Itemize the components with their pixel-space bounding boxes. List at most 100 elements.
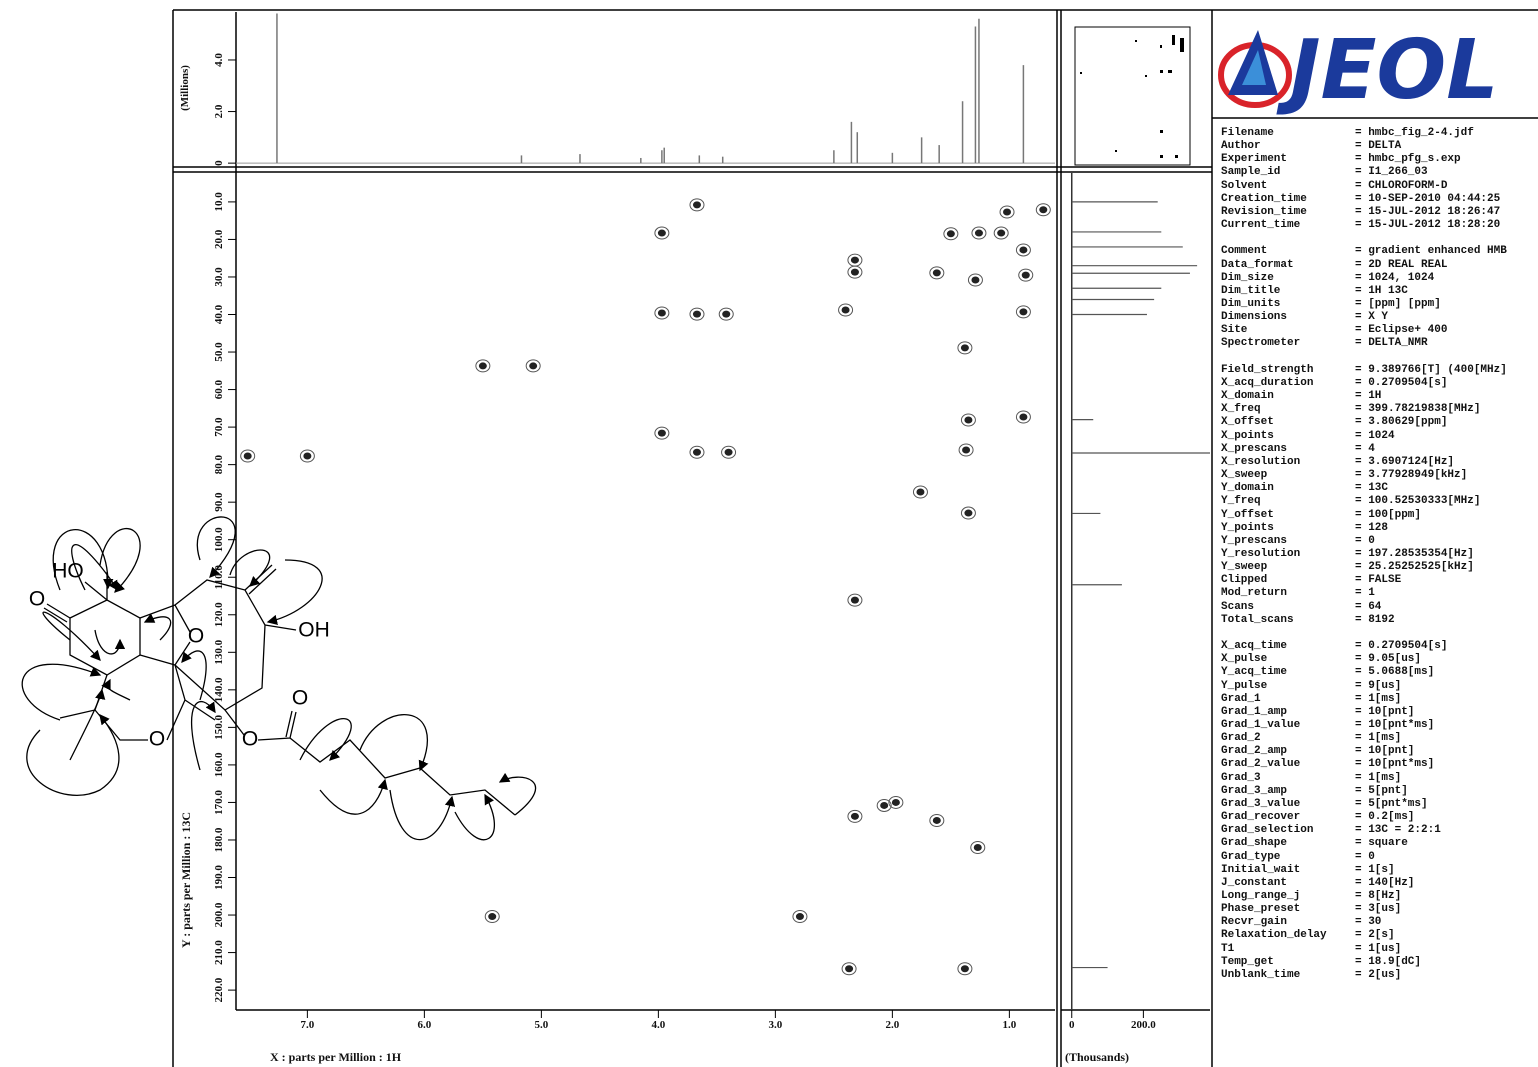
parameter-value: = hmbc_pfg_s.exp <box>1355 153 1461 166</box>
parameter-row: X_resolution = 3.6907124[Hz] <box>1221 456 1538 469</box>
x-axis-label: X : parts per Million : 1H <box>270 1050 402 1064</box>
parameter-value: = 18.9[dC] <box>1355 955 1422 968</box>
contour <box>970 840 986 854</box>
contour <box>929 813 945 827</box>
contour-core <box>722 310 731 318</box>
y-tick-label: 140.0 <box>213 677 225 702</box>
parameter-value: = 0 <box>1355 850 1375 863</box>
contour <box>912 485 928 499</box>
contour-core <box>841 306 850 314</box>
parameter-key: Y_domain <box>1221 482 1274 495</box>
y-tick-label: 60.0 <box>213 379 225 399</box>
atom-label: O <box>188 625 204 648</box>
contour-core <box>971 276 980 284</box>
parameter-key: Mod_return <box>1221 587 1288 600</box>
parameter-key: X_sweep <box>1221 469 1268 482</box>
atom-label: O <box>292 687 308 710</box>
y-axis-label: Y : parts per Million : 13C <box>179 812 193 948</box>
contour-core <box>974 229 983 237</box>
parameter-row: Y_sweep = 25.25252525[kHz] <box>1221 561 1538 574</box>
cross-peak <box>960 413 976 427</box>
contour <box>971 226 987 240</box>
parameter-row: Grad_recover = 0.2[ms] <box>1221 811 1538 824</box>
y-tick-label: 150.0 <box>213 714 225 739</box>
contour-core <box>964 416 973 424</box>
contour <box>792 910 808 924</box>
y-tick-label: 80.0 <box>213 455 225 475</box>
contour <box>841 962 857 976</box>
spacer <box>1221 627 1538 640</box>
parameter-key: Dim_units <box>1221 298 1281 311</box>
y-tick-label: 30.0 <box>213 267 225 287</box>
parameter-row: J_constant = 140[Hz] <box>1221 877 1538 890</box>
parameter-key: X_pulse <box>1221 653 1268 666</box>
contour <box>299 449 315 463</box>
parameter-row: Y_domain = 13C <box>1221 482 1538 495</box>
parameter-row: Sample_id = I1_266_03 <box>1221 166 1538 179</box>
atom-label: O <box>29 588 45 611</box>
cross-peak <box>240 449 256 463</box>
parameter-key: Grad_3_value <box>1221 797 1301 810</box>
cross-peak <box>718 307 734 321</box>
parameter-key: Solvent <box>1221 179 1268 192</box>
cross-peak <box>876 798 892 812</box>
cross-peak <box>299 449 315 463</box>
contour <box>689 198 705 212</box>
logo-icon <box>1218 30 1292 108</box>
parameter-key: Spectrometer <box>1221 337 1301 350</box>
parameter-key: Grad_recover <box>1221 811 1301 824</box>
parameter-value: = FALSE <box>1355 574 1402 587</box>
parameter-value: = 64 <box>1355 600 1382 613</box>
contour <box>847 593 863 607</box>
parameter-value: = Eclipse+ 400 <box>1355 324 1448 337</box>
parameter-key: Field_strength <box>1221 363 1314 376</box>
parameter-value: = 1[s] <box>1355 863 1395 876</box>
parameter-key: Current_time <box>1221 219 1301 232</box>
cross-peak <box>654 226 670 240</box>
parameter-key: Recvr_gain <box>1221 916 1288 929</box>
parameter-key: Data_format <box>1221 258 1294 271</box>
parameter-key: Grad_3_amp <box>1221 784 1288 797</box>
parameter-row: X_sweep = 3.77928949[kHz] <box>1221 469 1538 482</box>
parameter-value: = 128 <box>1355 521 1389 534</box>
y-tick-label: 200.0 <box>213 902 225 927</box>
parameter-key: Creation_time <box>1221 192 1307 205</box>
parameter-key: Site <box>1221 324 1248 337</box>
parameter-value: = 100[ppm] <box>1355 508 1422 521</box>
y-tick-label: 0 <box>213 160 225 166</box>
x-tick-label: 3.0 <box>768 1019 782 1031</box>
contour-core <box>973 843 982 851</box>
cross-peak <box>689 445 705 459</box>
parameter-row: Author = DELTA <box>1221 140 1538 153</box>
y-tick-label: 20.0 <box>213 229 225 249</box>
cross-peak <box>847 265 863 279</box>
parameter-value: = CHLOROFORM-D <box>1355 179 1448 192</box>
parameter-row: Y_resolution = 197.28535354[Hz] <box>1221 548 1538 561</box>
parameter-key: Grad_2 <box>1221 732 1261 745</box>
contour-core <box>964 509 973 517</box>
contour <box>960 413 976 427</box>
parameter-row: X_freq = 399.78219838[MHz] <box>1221 403 1538 416</box>
contour <box>1035 203 1051 217</box>
contour <box>689 445 705 459</box>
parameter-key: Y_sweep <box>1221 561 1268 574</box>
contour-core <box>960 344 969 352</box>
parameter-row: Grad_shape = square <box>1221 837 1538 850</box>
contour <box>689 307 705 321</box>
cross-peak <box>721 445 737 459</box>
logo-text: JEOL <box>1276 23 1498 118</box>
parameter-key: Y_acq_time <box>1221 666 1288 679</box>
contour-core <box>657 309 666 317</box>
parameter-value: = 1024, 1024 <box>1355 271 1435 284</box>
parameter-key: Y_offset <box>1221 508 1274 521</box>
cross-peak <box>958 443 974 457</box>
parameter-value: = 1024 <box>1355 429 1395 442</box>
y-tick-label: 10.0 <box>213 192 225 212</box>
cross-peak <box>484 910 500 924</box>
parameter-value: = 1 <box>1355 587 1375 600</box>
contour-core <box>916 488 925 496</box>
parameter-row: Revision_time = 15-JUL-2012 18:26:47 <box>1221 206 1538 219</box>
parameter-row: Long_range_j = 8[Hz] <box>1221 890 1538 903</box>
cross-peak <box>993 226 1009 240</box>
